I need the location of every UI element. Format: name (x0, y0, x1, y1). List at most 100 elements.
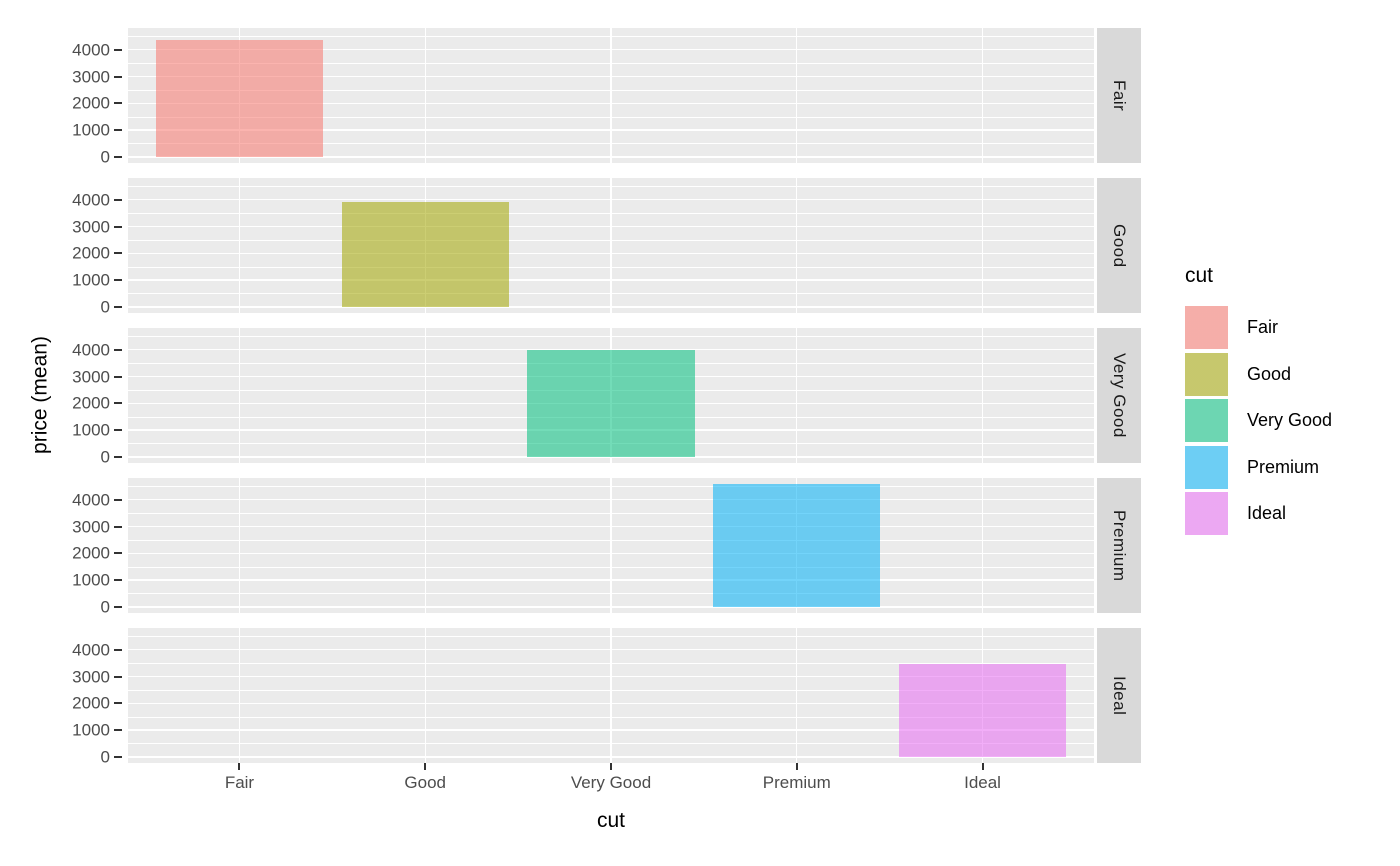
facet-strip-very-good: Very Good (1097, 328, 1141, 463)
x-tick-label: Premium (762, 773, 831, 792)
legend-label: Ideal (1247, 503, 1287, 523)
y-tick-label: 4000 (72, 490, 110, 510)
gridline-major-v (610, 178, 612, 313)
legend-entry-ideal: Ideal (1185, 492, 1400, 535)
y-tick-label: 2000 (72, 243, 110, 263)
y-tick-label: 0 (100, 597, 110, 617)
y-tick-mark (114, 375, 122, 378)
x-tick-label: Good (404, 773, 447, 792)
y-tick-mark (114, 198, 122, 201)
y-tick-label: 2000 (72, 93, 110, 113)
gridline-major-v (610, 478, 612, 613)
bar-premium (713, 484, 881, 607)
gridline-major-v (238, 478, 241, 613)
gridline-major-v (238, 628, 241, 763)
y-tick-mark (114, 729, 122, 732)
gridline-major-v (238, 178, 241, 313)
y-tick-mark (114, 155, 122, 158)
y-tick-mark (114, 455, 122, 458)
y-tick-mark (114, 402, 122, 405)
y-tick-label: 1000 (72, 570, 110, 590)
gridline-major-v (981, 28, 984, 163)
y-tick-label: 3000 (72, 217, 110, 237)
legend-label: Very Good (1247, 410, 1333, 430)
y-tick-label: 3000 (72, 667, 110, 687)
gridline-major-v (610, 628, 612, 763)
legend-key-premium (1185, 445, 1228, 489)
y-tick-label: 3000 (72, 367, 110, 387)
legend-entry-fair: Fair (1185, 306, 1400, 349)
gridline-major-v (424, 328, 426, 463)
y-tick-label: 3000 (72, 67, 110, 87)
legend-key-ideal (1185, 492, 1228, 535)
y-tick-label: 0 (100, 147, 110, 167)
x-tick-mark (610, 763, 612, 770)
x-tick-label: Ideal (964, 773, 1001, 792)
legend-entry-very-good: Very Good (1185, 399, 1400, 442)
y-tick-mark (114, 75, 122, 78)
y-tick-mark (114, 648, 122, 651)
gridline-major-v (238, 328, 241, 463)
y-tick-label: 1000 (72, 420, 110, 440)
gridline-major-v (981, 328, 984, 463)
y-tick-mark (114, 429, 122, 432)
gridline-major-v (796, 628, 798, 763)
y-tick-label: 4000 (72, 40, 110, 60)
facet-panel-premium (128, 478, 1094, 613)
y-tick-label: 3000 (72, 517, 110, 537)
y-tick-label: 4000 (72, 190, 110, 210)
facet-panel-fair (128, 28, 1094, 163)
legend-label: Premium (1247, 456, 1320, 477)
gridline-major-v (796, 28, 798, 163)
legend-label: Fair (1247, 317, 1278, 337)
gridline-major-v (424, 478, 426, 613)
y-tick-mark (114, 348, 122, 351)
bar-very-good (527, 350, 695, 457)
y-tick-mark (114, 102, 122, 105)
y-tick-mark (114, 552, 122, 555)
y-tick-mark (114, 498, 122, 501)
y-tick-mark (114, 252, 122, 255)
x-tick-label: Very Good (570, 773, 652, 792)
x-tick-mark (981, 763, 984, 770)
y-tick-label: 2000 (72, 543, 110, 563)
y-tick-mark (114, 129, 122, 132)
strip-label: Very Good (1110, 353, 1129, 438)
gridline-major-v (981, 478, 984, 613)
y-tick-label: 1000 (72, 270, 110, 290)
y-tick-mark (114, 305, 122, 308)
y-tick-label: 0 (100, 447, 110, 467)
strip-label: Fair (1110, 79, 1129, 112)
legend-key-good (1185, 352, 1228, 396)
bar-good (341, 201, 509, 307)
y-tick-label: 1000 (72, 120, 110, 140)
x-tick-mark (795, 763, 798, 770)
y-tick-mark (114, 755, 122, 758)
facet-panel-very-good (128, 328, 1094, 463)
facet-panel-good (128, 178, 1094, 313)
y-tick-label: 4000 (72, 640, 110, 660)
y-tick-mark (114, 579, 122, 582)
gridline-major-v (424, 28, 426, 163)
y-tick-mark (114, 225, 122, 228)
y-tick-label: 2000 (72, 693, 110, 713)
legend: cut Fair Good Very Good Premium Ideal (1185, 265, 1400, 537)
y-tick-mark (114, 525, 122, 528)
y-tick-mark (114, 279, 122, 282)
facet-strip-ideal: Ideal (1097, 628, 1141, 763)
x-tick-mark (238, 763, 241, 770)
bar-fair (155, 40, 324, 157)
legend-key-very-good (1185, 399, 1228, 442)
x-tick-label: Fair (224, 773, 255, 792)
y-tick-mark (114, 605, 122, 608)
strip-label: Ideal (1110, 675, 1129, 716)
gridline-major-v (796, 328, 798, 463)
strip-label: Good (1110, 223, 1129, 268)
legend-label: Good (1247, 363, 1292, 384)
gridline-major-v (610, 28, 612, 163)
legend-entry-premium: Premium (1185, 445, 1400, 489)
y-tick-label: 4000 (72, 340, 110, 360)
y-tick-mark (114, 675, 122, 678)
y-tick-mark (114, 702, 122, 705)
